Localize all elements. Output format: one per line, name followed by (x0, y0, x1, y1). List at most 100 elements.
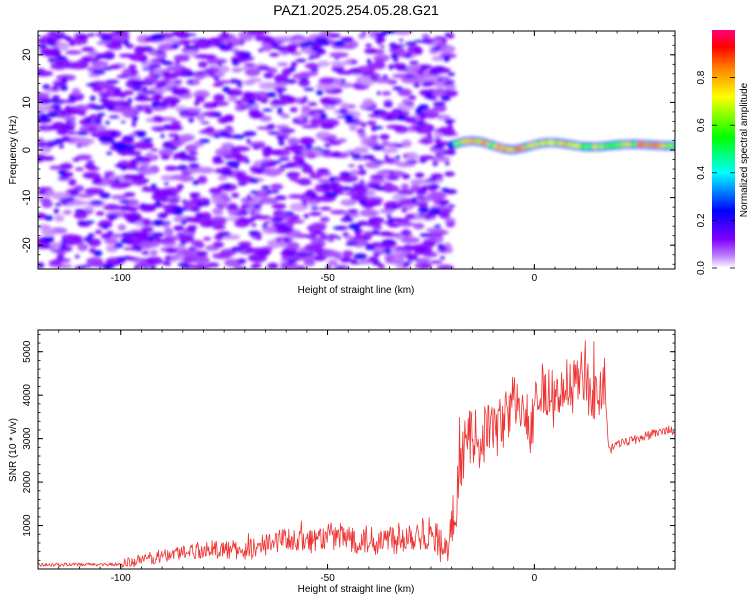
heatmap-cell (356, 128, 366, 134)
heatmap-cell (332, 188, 341, 192)
heatmap-cell (258, 48, 264, 53)
heatmap-cell (267, 131, 280, 135)
heatmap-cell (439, 201, 448, 206)
heatmap-cell (105, 42, 122, 49)
heatmap-cell (213, 133, 221, 138)
heatmap-cell (405, 253, 419, 260)
heatmap-cell (95, 121, 102, 125)
heatmap-cell (52, 99, 64, 104)
heatmap-cell (44, 215, 54, 221)
heatmap-cell (177, 262, 189, 267)
heatmap-cell (373, 77, 393, 84)
heatmap-cell (372, 261, 382, 266)
heatmap-cell (382, 110, 387, 114)
heatmap-cell (298, 182, 312, 185)
heatmap-cell (187, 225, 198, 230)
heatmap-cell (86, 160, 95, 164)
heatmap-cell (252, 145, 260, 150)
heatmap-cell (61, 125, 76, 131)
heatmap-cell (288, 251, 296, 256)
heatmap-cell (444, 84, 457, 90)
heatmap-cell (384, 248, 392, 255)
heatmap-cell (73, 211, 88, 220)
heatmap-cell (445, 149, 456, 156)
heatmap-cell (419, 65, 429, 72)
heatmap-cell (249, 178, 260, 184)
heatmap-cell (235, 80, 243, 85)
heatmap-cell (405, 41, 417, 46)
heatmap-cell (179, 151, 186, 155)
heatmap-cell (163, 227, 174, 237)
snr-x-ticks: -100 -50 0 (37, 330, 659, 584)
heatmap-cell (130, 247, 137, 251)
snr-series-line (38, 340, 675, 568)
heatmap-cell (447, 123, 453, 129)
heatmap-cell (415, 197, 426, 200)
heatmap-cell (373, 109, 379, 116)
heatmap-cell (77, 220, 87, 226)
y-tick-label: 10 (21, 96, 33, 108)
heatmap-cell (342, 250, 354, 258)
heatmap-cell (86, 174, 93, 179)
heatmap-cell (246, 138, 251, 144)
heatmap-cell (374, 160, 384, 164)
heatmap-cell (195, 242, 205, 249)
y-tick-label: 0 (21, 147, 33, 153)
heatmap-cell (340, 37, 354, 41)
heatmap-cell (257, 65, 269, 69)
heatmap-cell (112, 91, 125, 97)
heatmap-cell (131, 81, 142, 87)
heatmap-cell (107, 230, 114, 235)
heatmap-cell (135, 247, 143, 252)
x-tick-label: 0 (532, 273, 538, 284)
heatmap-cell (53, 126, 60, 131)
heatmap-cell (414, 111, 423, 115)
heatmap-cell (237, 241, 252, 247)
y-tick-label: 3000 (22, 427, 33, 450)
heatmap-cell (263, 221, 272, 224)
heatmap-cell (283, 79, 298, 84)
heatmap-cell (299, 136, 315, 145)
heatmap-cell (64, 238, 84, 245)
heatmap-cell (193, 54, 211, 59)
heatmap-cell (319, 113, 328, 120)
heatmap-cell (210, 216, 227, 225)
heatmap-cell (276, 111, 284, 115)
heatmap-cell (400, 230, 412, 237)
heatmap-cell (72, 157, 81, 162)
heatmap-cell (428, 183, 440, 190)
heatmap-cell (319, 98, 331, 103)
heatmap-cell (429, 260, 443, 264)
heatmap-cell (354, 230, 361, 237)
heatmap-cell (79, 34, 91, 38)
heatmap-cell (110, 194, 128, 200)
heatmap-cell (391, 108, 403, 115)
heatmap-cell (117, 224, 127, 231)
heatmap-cell (233, 266, 248, 269)
heatmap-cell (164, 248, 179, 254)
heatmap-cell (61, 77, 68, 83)
heatmap-cell (270, 217, 284, 223)
heatmap-cell (141, 67, 154, 71)
heatmap-cell (171, 31, 185, 37)
heatmap-cell (141, 218, 152, 226)
heatmap-cell (160, 133, 165, 139)
heatmap-cell (192, 217, 201, 224)
heatmap-cell (405, 64, 422, 71)
heatmap-cell (231, 67, 242, 73)
heatmap-cell (117, 143, 129, 150)
heatmap-cell (87, 233, 95, 238)
heatmap-cell (357, 165, 364, 169)
heatmap-cell (119, 199, 130, 204)
heatmap-cell (196, 113, 206, 122)
heatmap-cell (67, 108, 82, 115)
heatmap-cell (310, 206, 319, 210)
x-tick-label: -100 (111, 273, 131, 284)
heatmap-cell (443, 150, 448, 155)
y-tick-label: 5000 (22, 340, 33, 363)
heatmap-cell (283, 237, 291, 244)
heatmap-cell (191, 207, 199, 212)
heatmap-cell (41, 155, 55, 161)
heatmap-cell (298, 79, 310, 87)
heatmap-cell (98, 136, 113, 142)
